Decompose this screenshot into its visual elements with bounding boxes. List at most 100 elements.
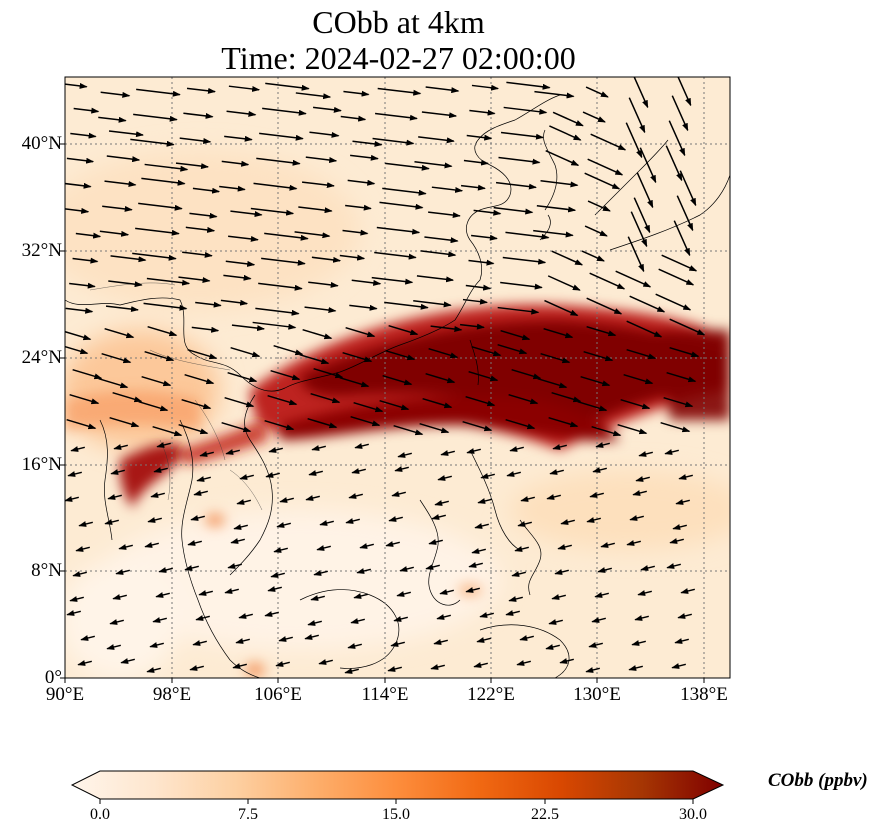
wind-arrow xyxy=(313,570,328,576)
wind-arrow xyxy=(353,593,368,599)
wind-arrow xyxy=(655,293,692,311)
wind-arrow xyxy=(352,140,383,147)
wind-arrow xyxy=(342,229,369,236)
wind-arrow xyxy=(586,517,601,523)
wind-arrow xyxy=(158,567,173,573)
wind-arrow xyxy=(250,207,295,216)
wind-arrow xyxy=(65,496,79,502)
wind-arrow xyxy=(319,520,334,526)
wind-arrow xyxy=(113,444,128,450)
wind-arrow xyxy=(631,640,646,646)
wind-arrow xyxy=(639,147,657,184)
wind-arrow xyxy=(143,302,188,311)
wind-arrow xyxy=(466,134,493,141)
wind-arrow xyxy=(108,130,144,138)
wind-arrow xyxy=(224,588,239,594)
wind-arrow xyxy=(393,424,424,436)
wind-arrow xyxy=(78,521,93,527)
wind-arrow xyxy=(308,470,323,476)
wind-arrow xyxy=(150,492,165,498)
wind-arrow xyxy=(666,371,697,383)
wind-arrow xyxy=(471,548,486,554)
wind-arrow xyxy=(424,236,459,244)
wind-arrow xyxy=(152,617,167,623)
wind-arrow xyxy=(304,634,319,640)
wind-arrow xyxy=(304,306,337,313)
wind-arrow xyxy=(634,615,649,621)
wind-arrow xyxy=(582,111,606,123)
wind-arrow xyxy=(189,212,218,219)
wind-arrow xyxy=(413,300,452,308)
wind-arrow xyxy=(674,638,689,644)
wind-arrow xyxy=(66,157,95,164)
wind-arrow xyxy=(190,515,205,521)
wind-arrow xyxy=(385,162,430,171)
wind-arrow xyxy=(347,179,376,186)
lon-label-106: 106°E xyxy=(254,684,302,705)
wind-arrow xyxy=(101,352,132,364)
lon-label-98: 98°E xyxy=(152,684,192,705)
wind-arrow xyxy=(345,204,372,211)
wind-arrow xyxy=(428,211,461,219)
wind-arrow xyxy=(436,614,451,620)
wind-arrow xyxy=(468,562,483,568)
wind-arrow xyxy=(640,565,655,571)
wind-arrow xyxy=(227,563,242,569)
wind-arrow xyxy=(294,231,331,239)
wind-arrow xyxy=(265,472,280,478)
wind-arrow xyxy=(310,392,341,404)
wind-arrow xyxy=(498,156,541,165)
wind-arrow xyxy=(595,442,610,448)
wind-arrow xyxy=(231,324,266,332)
wind-arrow xyxy=(65,207,90,214)
lon-label-130: 130°E xyxy=(573,684,621,705)
wind-arrow xyxy=(540,180,579,188)
wind-arrow xyxy=(146,277,191,286)
wind-arrow xyxy=(584,225,608,237)
wind-arrow xyxy=(416,275,455,283)
wind-arrow xyxy=(152,425,183,437)
wind-arrow xyxy=(220,299,249,306)
wind-arrow xyxy=(374,251,417,260)
wind-arrow xyxy=(629,515,644,521)
wind-arrow xyxy=(552,444,567,450)
wind-arrow xyxy=(149,642,164,648)
wind-arrow xyxy=(615,270,652,288)
wind-arrow xyxy=(118,544,133,550)
wind-arrow xyxy=(379,399,410,411)
wind-arrow xyxy=(259,132,304,141)
wind-arrow xyxy=(348,493,363,499)
wind-arrow xyxy=(310,595,325,601)
wind-arrow xyxy=(394,466,409,472)
wind-arrow xyxy=(388,324,419,336)
wind-arrow xyxy=(419,422,450,434)
wind-arrow xyxy=(623,373,654,385)
wind-arrow xyxy=(230,346,261,358)
wind-arrow xyxy=(147,517,162,523)
wind-arrow xyxy=(340,115,367,122)
wind-arrow xyxy=(660,421,691,433)
wind-arrow xyxy=(533,229,574,238)
wind-arrow xyxy=(382,187,427,196)
wind-arrow xyxy=(120,658,135,664)
wind-arrow xyxy=(465,395,496,407)
wind-arrow xyxy=(473,209,502,216)
wind-arrow xyxy=(70,446,85,452)
wind-arrow xyxy=(261,257,306,266)
wind-arrow xyxy=(547,275,581,291)
wind-arrow xyxy=(255,307,300,316)
map-frame xyxy=(64,76,731,679)
wind-arrow xyxy=(666,563,681,569)
wind-arrow xyxy=(278,636,293,642)
wind-arrow xyxy=(536,204,577,213)
wind-arrow xyxy=(105,305,139,313)
wind-arrow xyxy=(98,377,129,389)
wind-arrow xyxy=(632,490,647,496)
wind-arrow xyxy=(420,250,457,258)
wind-arrow xyxy=(351,468,366,474)
wind-arrow xyxy=(465,587,480,593)
wind-arrow xyxy=(477,498,492,504)
wind-arrow xyxy=(67,471,82,477)
wind-arrow xyxy=(130,138,175,147)
wind-arrow xyxy=(144,542,159,548)
